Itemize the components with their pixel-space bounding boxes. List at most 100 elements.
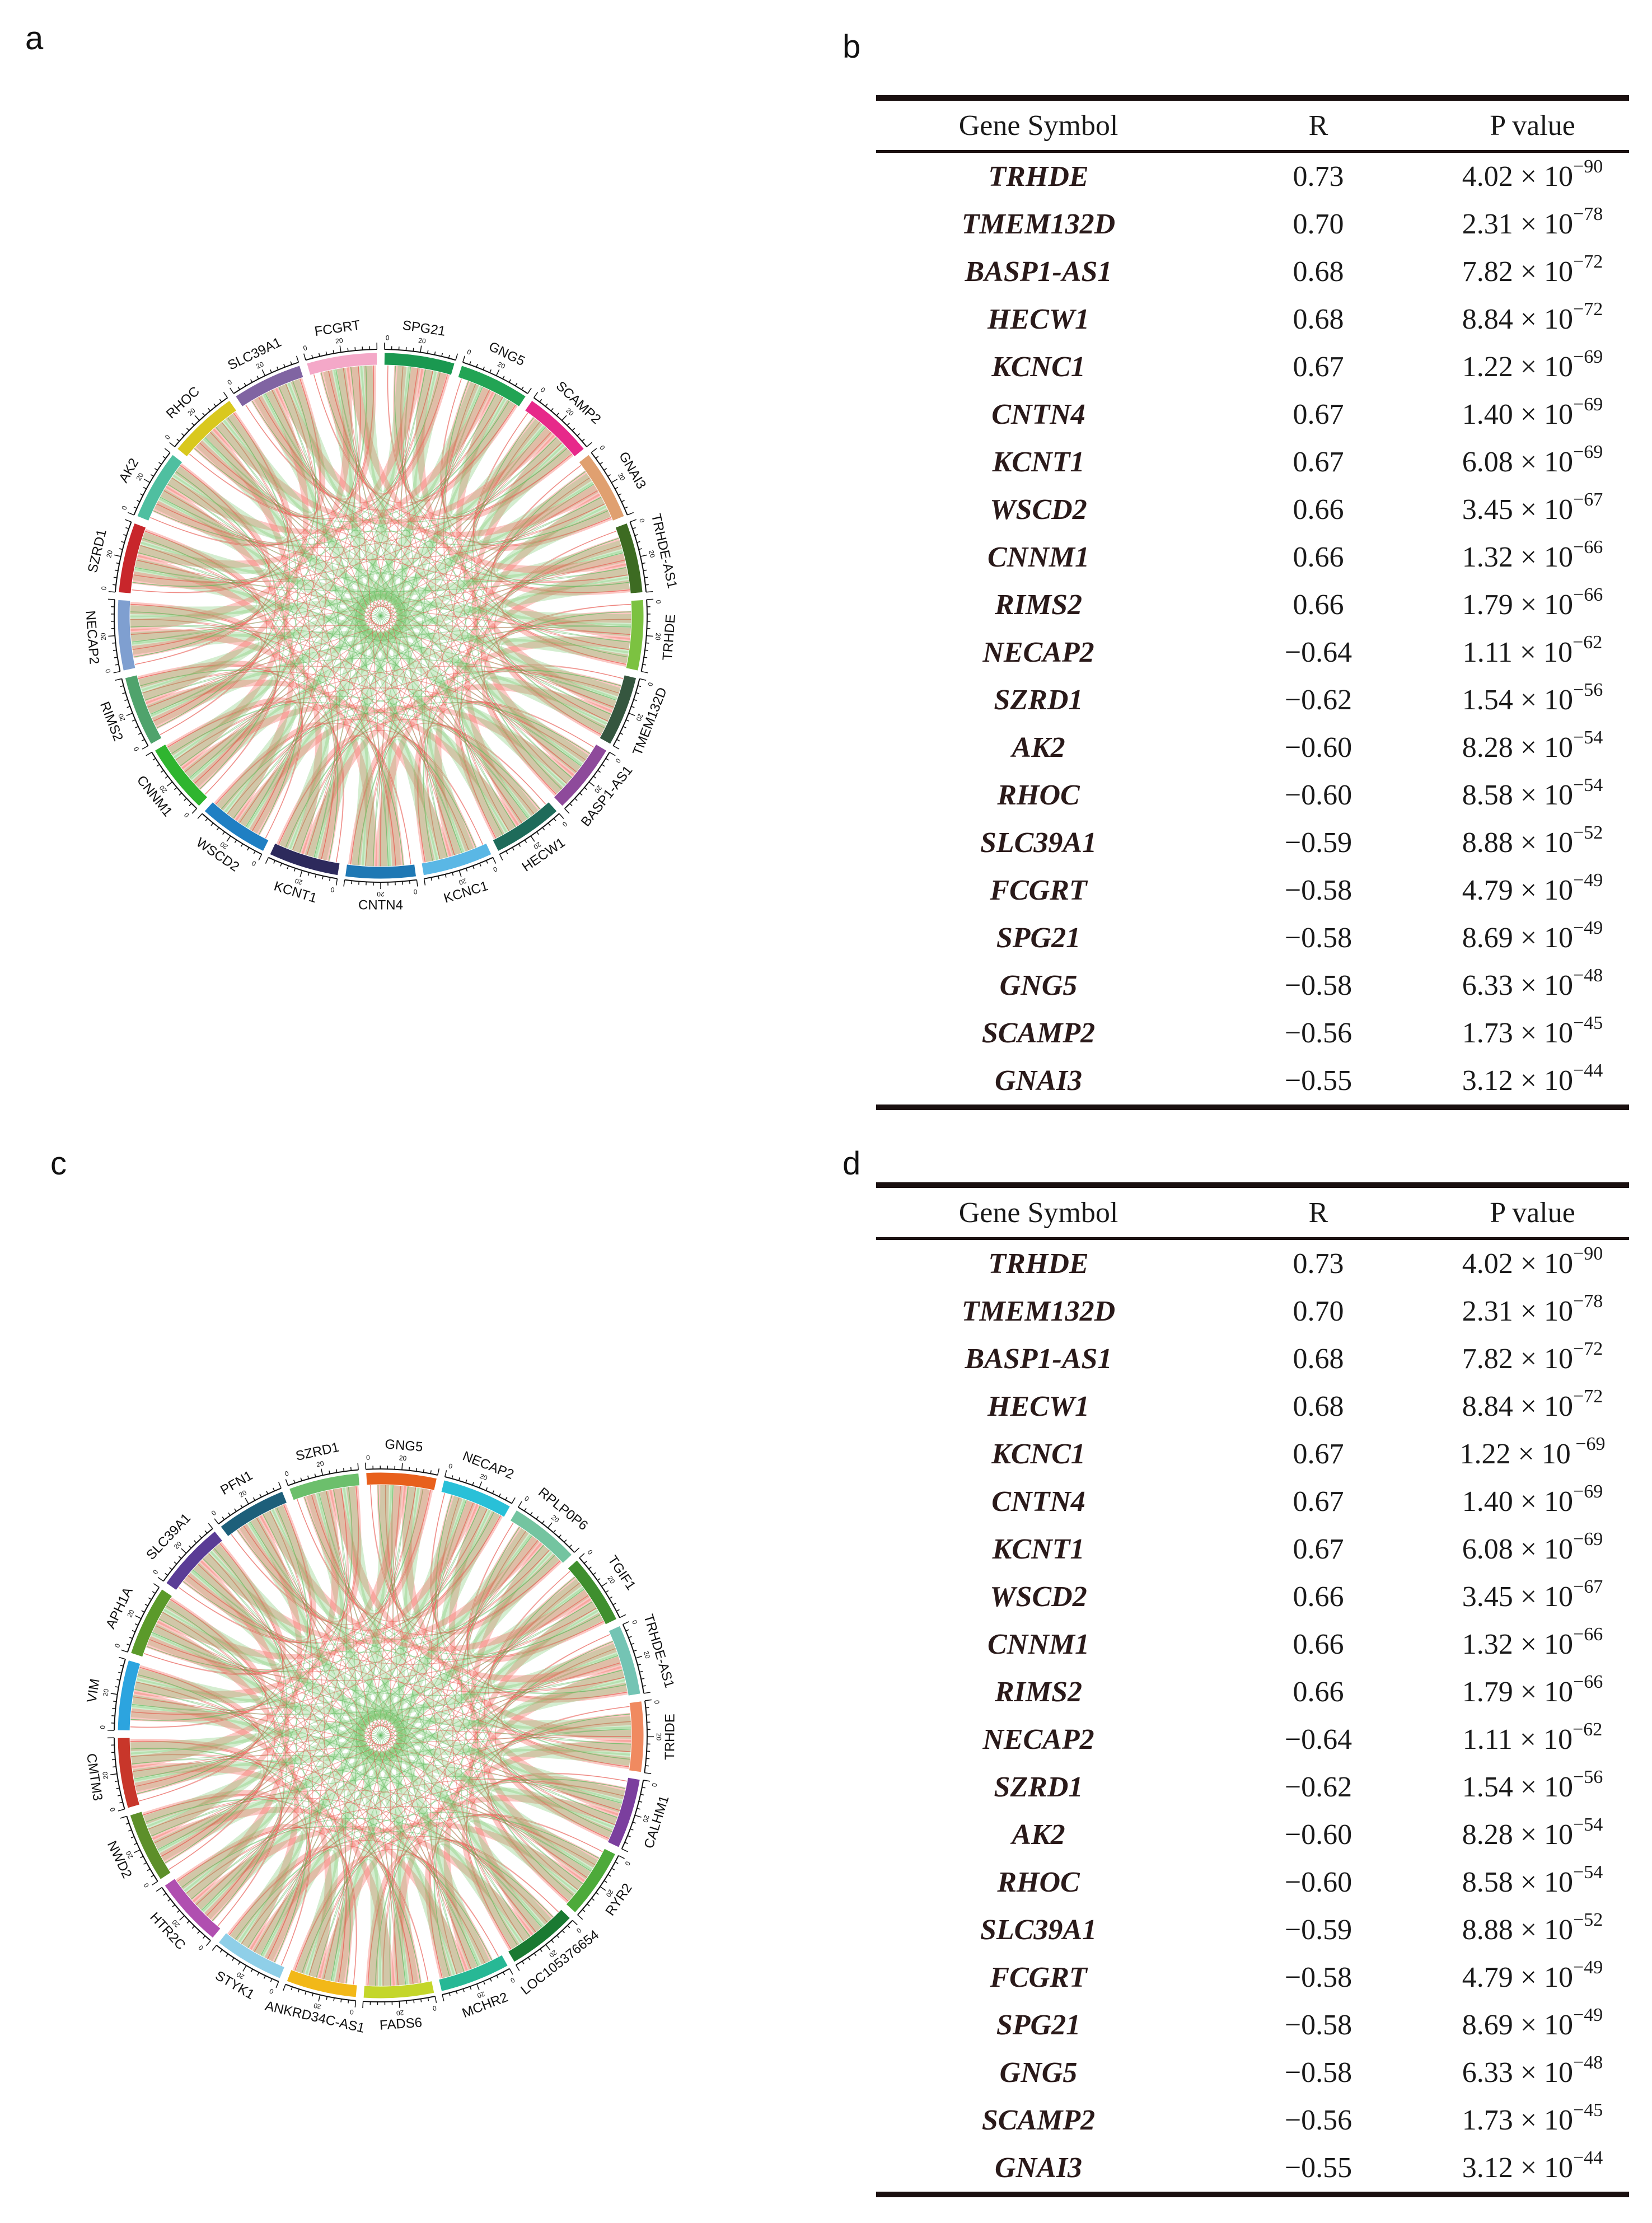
axis-tick: [166, 781, 173, 787]
axis-tick: [609, 1596, 613, 1599]
chord-line: [435, 1583, 581, 1975]
axis-tick: [539, 399, 542, 403]
chord-line: [431, 1492, 628, 1699]
chord-line: [155, 1625, 620, 1811]
axis-tick: [127, 1644, 130, 1646]
table-row: NECAP2 −0.64 1.11 × 10−62: [876, 1716, 1629, 1763]
p-value-exponent: −44: [1573, 1060, 1603, 1081]
tick-label: 20: [237, 1489, 248, 1499]
segment-arc: [625, 599, 644, 671]
chord-ribbon: [132, 463, 270, 589]
chord-line: [199, 442, 606, 549]
segment-arc: [269, 843, 340, 876]
axis-tick: [632, 527, 636, 530]
chord-line: [357, 611, 631, 866]
axis-tick: [559, 813, 564, 819]
p-value-mantissa: 1.32 × 10: [1462, 1628, 1574, 1660]
r-value-cell: −0.58: [1284, 1962, 1353, 1993]
chord-ribbon: [239, 1522, 455, 1978]
center-spoke: [380, 1735, 399, 1754]
axis-tick: [503, 1972, 506, 1976]
table-row: NECAP2 −0.64 1.11 × 10−62: [876, 629, 1629, 676]
axis-tick: [633, 699, 637, 701]
chord-line: [303, 1496, 626, 1694]
p-value-mantissa: 6.33 × 10: [1462, 2057, 1574, 2089]
axis-tick: [624, 1842, 628, 1845]
chord-line: [138, 664, 303, 839]
tick-label: 20: [377, 890, 385, 898]
chord-ribbon: [279, 366, 410, 850]
p-value-exponent: −69: [1573, 346, 1603, 367]
chord-ribbon: [401, 1486, 476, 1616]
chord-line: [144, 657, 617, 701]
chord-line: [156, 381, 318, 729]
chord-line: [243, 1525, 631, 1752]
axis-tick: [505, 1496, 508, 1500]
chord-line: [156, 442, 563, 549]
tick-label: 0: [413, 888, 418, 896]
tick-label: 0: [386, 334, 390, 341]
axis-tick: [536, 831, 539, 835]
p-value-exponent: −54: [1573, 1861, 1603, 1883]
chord-line: [194, 400, 510, 522]
center-spoke: [368, 615, 381, 638]
chord-line: [227, 671, 620, 815]
segment-axis: [151, 752, 198, 809]
chord-line: [138, 665, 344, 863]
chord-line: [377, 1485, 626, 1694]
segment-axis: [621, 1780, 644, 1850]
chord-line: [251, 383, 327, 832]
segment-label: CNNM1: [134, 773, 175, 820]
chord-line: [308, 1648, 616, 1976]
segment-label: TGIF1: [605, 1553, 638, 1593]
chord-line: [318, 1492, 583, 1884]
chord-line: [143, 1486, 359, 1674]
chord-ribbon: [501, 537, 629, 667]
chord-line: [156, 416, 291, 729]
axis-tick: [234, 840, 237, 843]
chord-line: [301, 1779, 626, 1974]
p-value-cell: 7.82 × 10−72: [1436, 1339, 1629, 1375]
axis-tick: [634, 534, 638, 536]
chord-line: [260, 1489, 348, 1956]
segment-arc: [137, 454, 183, 522]
table-row: RIMS2 0.66 1.79 × 10−66: [876, 1668, 1629, 1716]
tick-label: 20: [655, 1733, 663, 1741]
chord-line: [301, 1816, 600, 1974]
tick-label: 20: [479, 1472, 489, 1482]
chord-line: [175, 687, 586, 761]
p-value-mantissa: 1.79 × 10: [1462, 1676, 1574, 1708]
axis-tick: [430, 1470, 432, 1474]
axis-tick: [485, 1487, 488, 1491]
segment-arc: [492, 801, 558, 852]
table-header-row: Gene Symbol R P value: [876, 1188, 1629, 1237]
gene-symbol-cell: GNG5: [999, 970, 1078, 1001]
chord-line: [167, 483, 462, 854]
chord-ribbon: [152, 1807, 468, 1975]
chord-line: [278, 386, 341, 858]
chord-line: [316, 1588, 585, 1978]
chord-line: [296, 1499, 561, 1636]
chord-line: [181, 1818, 554, 1918]
chord-ribbon: [130, 1695, 257, 1765]
chord-line: [256, 1517, 537, 1933]
segment-arc: [438, 1954, 508, 1992]
axis-tick: [612, 1603, 616, 1606]
chord-ribbon: [296, 1485, 393, 1976]
gene-table-b: Gene Symbol R P value TRHDE 0.73 4.02 × 10−90…: [876, 95, 1629, 1110]
tick-label: 0: [142, 1882, 151, 1889]
chord-line: [133, 396, 503, 582]
chord-line: [299, 483, 595, 854]
axis-tick: [619, 1614, 626, 1618]
chord-ribbon: [181, 704, 520, 832]
tick-label: 0: [598, 444, 606, 452]
axis-tick: [133, 506, 137, 509]
chord-ribbon: [278, 367, 355, 497]
axis-tick: [191, 423, 195, 426]
chord-line: [185, 1779, 624, 1894]
tick-label: 20: [458, 877, 467, 886]
axis-tick: [205, 1940, 211, 1946]
axis-tick: [442, 1994, 444, 2001]
chord-ribbon: [251, 365, 376, 500]
axis-tick: [283, 1984, 286, 1991]
